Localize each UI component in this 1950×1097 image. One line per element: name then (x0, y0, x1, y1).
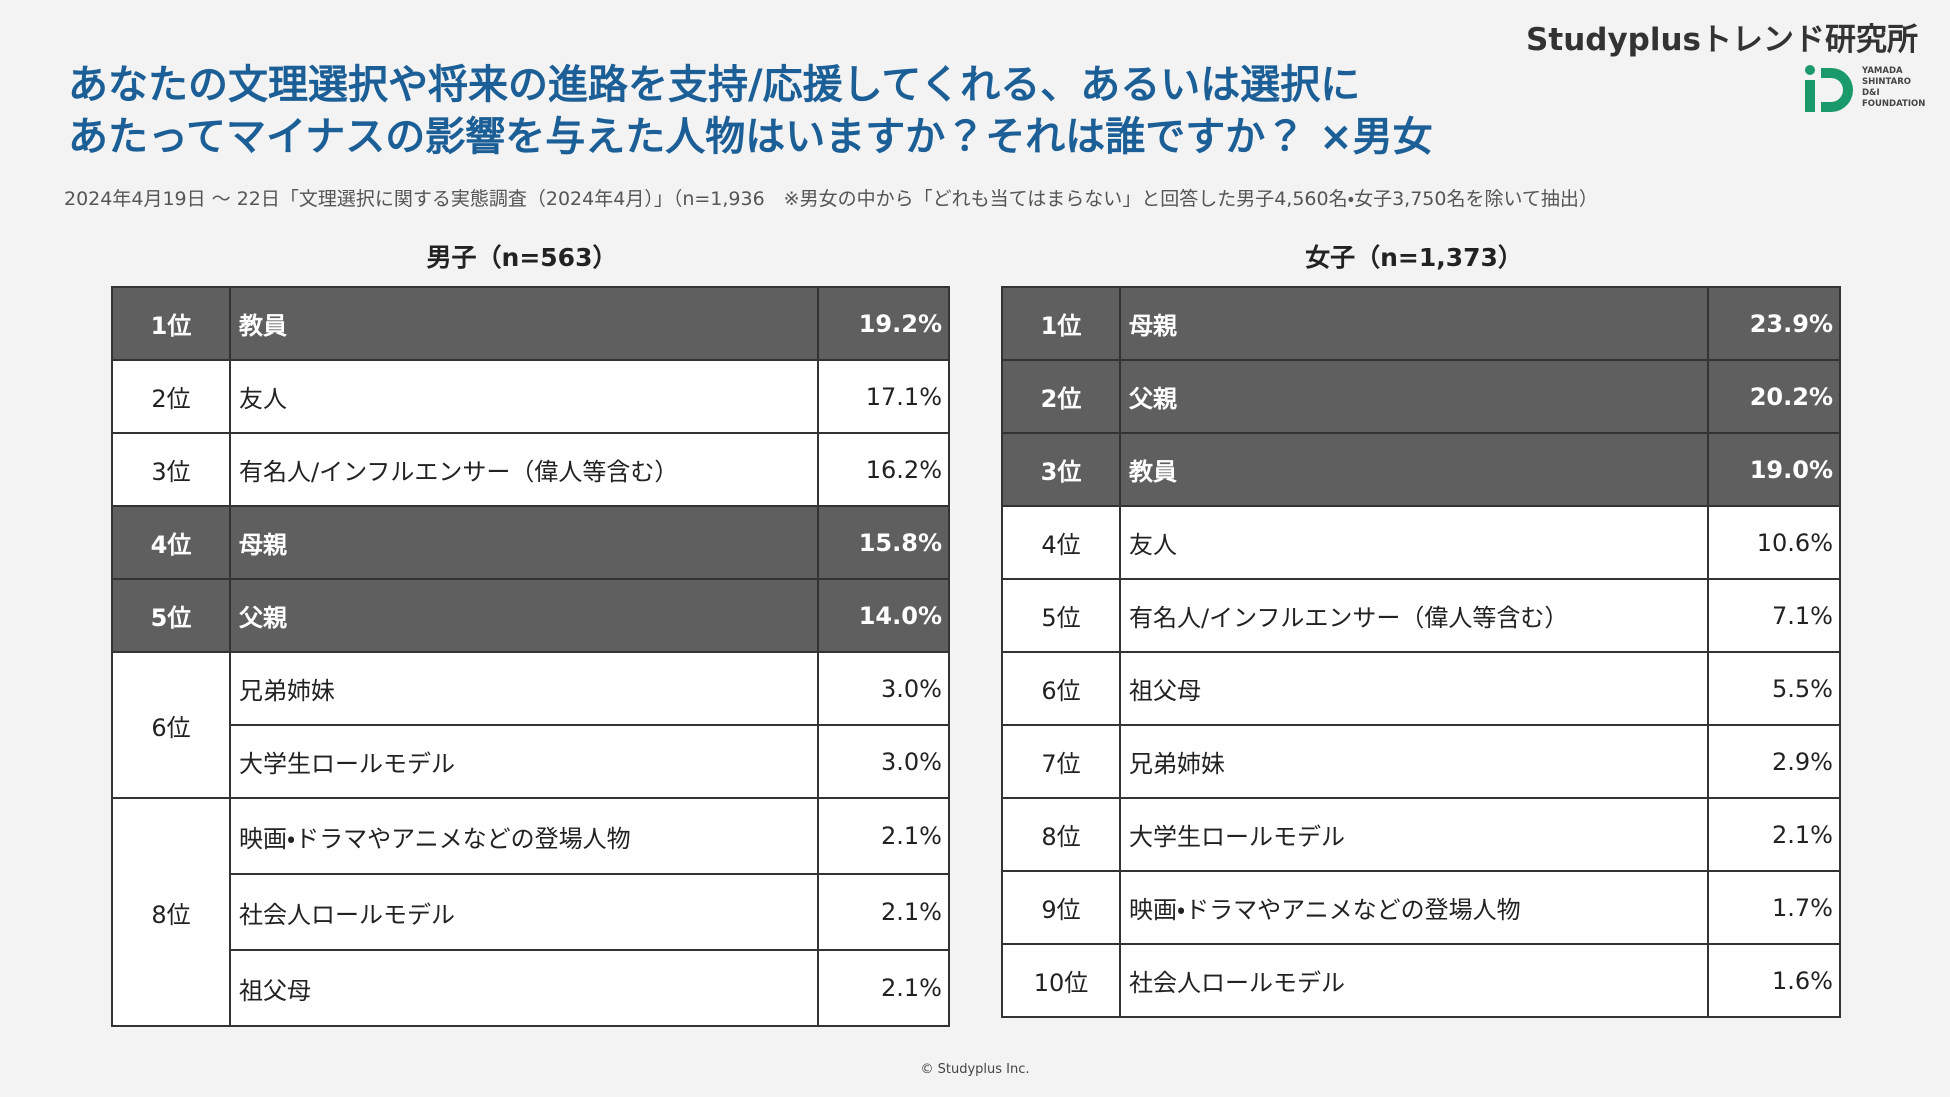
logo-line: D&I (1862, 88, 1880, 98)
table-row: 8位 映画・ドラマやアニメなどの登場人物 2.1% (111, 797, 950, 1027)
percent-cell: 2.1% (817, 797, 950, 875)
table-row: 1位 教員 19.2% (111, 286, 950, 361)
percent-cell: 16.2% (817, 432, 950, 507)
logo-line: YAMADA (1862, 66, 1903, 76)
rank-cell: 7位 (1001, 724, 1121, 799)
table-row: 10位 社会人ロールモデル 1.6% (1001, 943, 1841, 1018)
percent-cell: 19.0% (1707, 432, 1841, 507)
name-cell: 映画・ドラマやアニメなどの登場人物 (229, 797, 819, 875)
name-cell: 大学生ロールモデル (229, 724, 819, 799)
table-body: 1位 教員 19.2% 2位 友人 17.1% 3位 有名人/インフルエンサー（偉人等含む） 1… (111, 286, 950, 1027)
percent-cell: 3.0% (817, 651, 950, 726)
percent-cell: 5.5% (1707, 651, 1841, 726)
percent-cell: 15.8% (817, 505, 950, 580)
percent-cell: 20.2% (1707, 359, 1841, 434)
rank-cell: 3位 (1001, 432, 1121, 507)
brand: Studyplusトレンド研究所 (1526, 22, 1918, 58)
table-row: 1位 母親 23.9% (1001, 286, 1841, 361)
name-cell: 母親 (229, 505, 819, 580)
table-row: 5位 父親 14.0% (111, 578, 950, 653)
name-cell: 祖父母 (229, 949, 819, 1027)
percent-cell: 2.1% (1707, 797, 1841, 872)
rank-cell: 9位 (1001, 870, 1121, 945)
table-row: 7位 兄弟姉妹 2.9% (1001, 724, 1841, 799)
table-body: 1位 母親 23.9% 2位 父親 20.2% 3位 教員 19.0% 4位 友人 10.6% 5位 有名… (1001, 286, 1841, 1018)
table-row: 社会人ロールモデル 2.1% (112, 873, 950, 951)
name-cell: 映画・ドラマやアニメなどの登場人物 (1119, 870, 1709, 945)
percent-cell: 1.6% (1707, 943, 1841, 1018)
percent-cell: 3.0% (817, 724, 950, 799)
name-cell: 有名人/インフルエンサー（偉人等含む） (229, 432, 819, 507)
rank-cell: 4位 (1001, 505, 1121, 580)
table-row: 5位 有名人/インフルエンサー（偉人等含む） 7.1% (1001, 578, 1841, 653)
name-cell: 大学生ロールモデル (1119, 797, 1709, 872)
rank-cell: 2位 (111, 359, 231, 434)
percent-cell: 10.6% (1707, 505, 1841, 580)
name-cell: 祖父母 (1119, 651, 1709, 726)
name-cell: 教員 (229, 286, 819, 361)
title-line: あたってマイナスの影響を与えた人物はいますか？それは誰ですか？ ×男女 (68, 114, 1433, 160)
table-heading: 男子（n=563） (426, 243, 618, 272)
title-line: あなたの文理選択や将来の進路を支持/応援してくれる、あるいは選択に (68, 62, 1361, 108)
ranking-table: 1位 母親 23.9% 2位 父親 20.2% 3位 教員 19.0% 4位 友人 10.6% 5位 有名… (1001, 286, 1841, 1018)
logo-line: SHINTARO (1862, 77, 1911, 87)
table-row: 4位 友人 10.6% (1001, 505, 1841, 580)
table-row: 6位 兄弟姉妹 3.0% (111, 651, 950, 799)
name-cell: 社会人ロールモデル (1119, 943, 1709, 1018)
percent-cell: 2.1% (817, 949, 950, 1027)
name-cell: 兄弟姉妹 (229, 651, 819, 726)
rank-cell: 6位 (1001, 651, 1121, 726)
name-cell: 友人 (229, 359, 819, 434)
table-row: 2位 友人 17.1% (111, 359, 950, 434)
rank-cell: 5位 (1001, 578, 1121, 653)
table-row: 6位 祖父母 5.5% (1001, 651, 1841, 726)
percent-cell: 2.1% (817, 873, 950, 951)
name-cell: 友人 (1119, 505, 1709, 580)
rank-cell: 8位 (1001, 797, 1121, 872)
percent-cell: 19.2% (817, 286, 950, 361)
rank-cell: 1位 (1001, 286, 1121, 361)
table-heading: 女子（n=1,373） (1305, 243, 1523, 272)
ranking-table: 1位 教員 19.2% 2位 友人 17.1% 3位 有名人/インフルエンサー（偉人等含む） 1… (111, 286, 950, 1027)
name-cell: 社会人ロールモデル (229, 873, 819, 951)
percent-cell: 14.0% (817, 578, 950, 653)
percent-cell: 1.7% (1707, 870, 1841, 945)
name-cell: 有名人/インフルエンサー（偉人等含む） (1119, 578, 1709, 653)
footer: © Studyplus Inc. (920, 1062, 1030, 1077)
rank-cell: 2位 (1001, 359, 1121, 434)
name-cell: 父親 (229, 578, 819, 653)
name-cell: 教員 (1119, 432, 1709, 507)
logo-line: FOUNDATION (1862, 99, 1926, 109)
table-row: 4位 母親 15.8% (111, 505, 950, 580)
rank-cell: 4位 (111, 505, 231, 580)
table-row: 2位 父親 20.2% (1001, 359, 1841, 434)
table-row: 3位 教員 19.0% (1001, 432, 1841, 507)
percent-cell: 7.1% (1707, 578, 1841, 653)
rank-cell: 5位 (111, 578, 231, 653)
percent-cell: 17.1% (817, 359, 950, 434)
table-row: 9位 映画・ドラマやアニメなどの登場人物 1.7% (1001, 870, 1841, 945)
name-cell: 母親 (1119, 286, 1709, 361)
logo-text: YAMADA SHINTARO D&I FOUNDATION (1862, 66, 1925, 110)
logo-icon (1805, 65, 1853, 112)
subtitle: 2024年4月19日 ～ 22日「文理選択に関する実態調査（2024年4月）」（… (64, 188, 1598, 210)
table-row: 祖父母 2.1% (112, 949, 950, 1027)
table-row: 3位 有名人/インフルエンサー（偉人等含む） 16.2% (111, 432, 950, 507)
table-row: 8位 大学生ロールモデル 2.1% (1001, 797, 1841, 872)
name-cell: 兄弟姉妹 (1119, 724, 1709, 799)
percent-cell: 23.9% (1707, 286, 1841, 361)
rank-cell: 10位 (1001, 943, 1121, 1018)
rank-cell: 8位 (111, 797, 231, 1027)
rank-cell: 6位 (111, 651, 231, 799)
name-cell: 父親 (1119, 359, 1709, 434)
table-row: 大学生ロールモデル 3.0% (112, 724, 950, 799)
rank-cell: 3位 (111, 432, 231, 507)
rank-cell: 1位 (111, 286, 231, 361)
percent-cell: 2.9% (1707, 724, 1841, 799)
